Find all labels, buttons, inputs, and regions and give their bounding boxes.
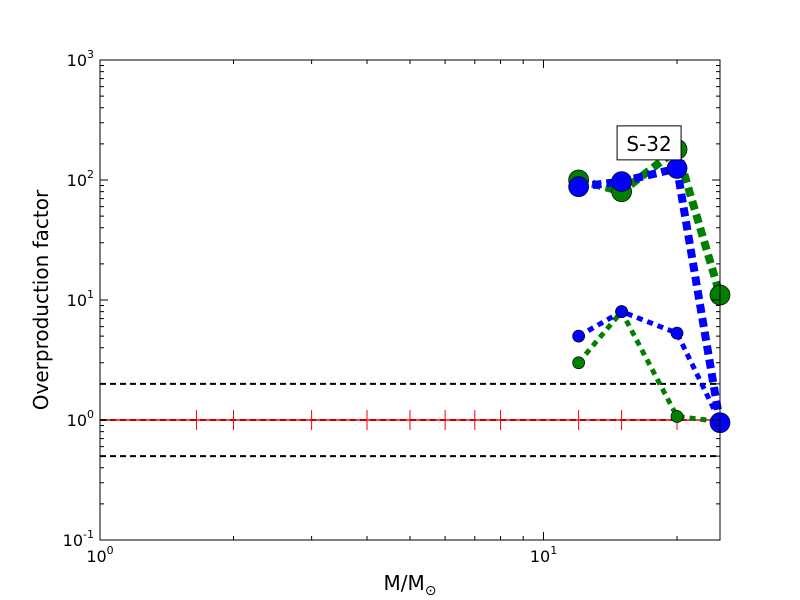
series-1-point-0 [568, 176, 589, 198]
y-tick-label-3: 102 [67, 168, 94, 190]
x-tick-label-1-base: 10 [530, 547, 550, 566]
x-axis-label-subscript: ⊙ [425, 583, 437, 599]
series-3-point-0 [572, 329, 585, 343]
x-tick-label-0: 100 [86, 544, 113, 566]
y-tick-label-4-base: 10 [67, 51, 87, 70]
series-1-point-2 [666, 158, 688, 179]
series-3-point-1 [615, 305, 628, 318]
series-line-1 [578, 163, 724, 424]
y-tick-label-1-base: 10 [67, 411, 87, 430]
x-axis-label-text: M/M [384, 571, 425, 595]
y-tick-label-3-base: 10 [67, 171, 87, 190]
series-2-point-0 [572, 356, 585, 370]
y-tick-label-2: 101 [67, 288, 94, 310]
x-tick-label-0-base: 10 [86, 547, 106, 566]
x-tick-label-1-exp: 1 [550, 544, 557, 557]
series-3-point-2 [670, 326, 684, 340]
x-axis-label: M/M⊙ [384, 571, 437, 599]
y-tick-label-0-base: 10 [63, 531, 83, 550]
series-line-3 [577, 308, 723, 423]
annotation-label-0: S-32 [626, 132, 671, 156]
annotations: S-32 [616, 125, 682, 161]
y-axis-label: Overproduction factor [29, 189, 53, 410]
y-tick-label-0-exp: -1 [83, 528, 94, 541]
y-tick-label-1-exp: 0 [87, 408, 94, 421]
y-tick-label-4-exp: 3 [87, 48, 94, 61]
series-line-2 [576, 307, 721, 425]
series-1-point-1 [611, 171, 632, 192]
y-tick-label-3-exp: 2 [87, 168, 94, 181]
y-tick-label-2-base: 10 [67, 291, 87, 310]
y-tick-label-1: 100 [67, 408, 94, 430]
y-tick-label-4: 103 [67, 48, 94, 70]
y-tick-label-2-exp: 1 [87, 288, 94, 301]
reference-lines [100, 382, 721, 458]
annotation-box-0 [616, 125, 682, 161]
x-tick-label-1: 101 [530, 544, 557, 566]
y-tick-label-0: 10-1 [63, 528, 94, 550]
series-2-point-2 [670, 410, 684, 423]
x-tick-label-0-exp: 0 [107, 544, 114, 557]
